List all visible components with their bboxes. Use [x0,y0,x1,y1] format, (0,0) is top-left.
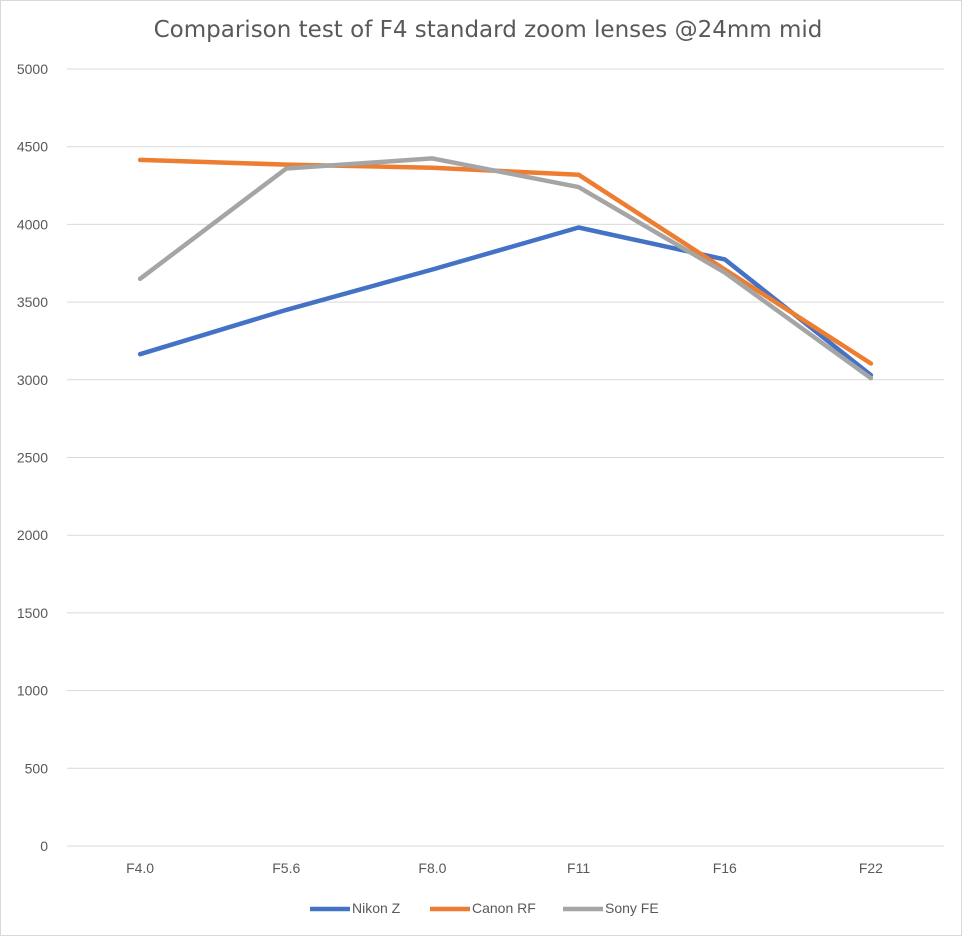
x-axis-ticks: F4.0 F5.6 F8.0 F11 F16 F22 [126,860,883,876]
series-line-sony-fe [137,156,874,381]
y-tick-label: 500 [25,760,49,776]
x-tick-label: F4.0 [126,860,154,876]
y-tick-label: 4500 [17,139,48,155]
y-axis-ticks: 0 500 1000 1500 2000 2500 3000 3500 4000 4500 5000 [17,61,48,854]
x-tick-label: F11 [567,860,590,876]
y-tick-label: 1500 [17,605,48,621]
chart-title: Comparison test of F4 standard zoom lens… [154,17,823,43]
y-tick-label: 5000 [17,61,48,77]
y-tick-label: 2500 [17,450,48,466]
series-lines [137,156,874,381]
legend-label: Nikon Z [352,900,401,916]
legend: Nikon Z Canon RF Sony FE [310,900,659,916]
x-tick-label: F8.0 [418,860,446,876]
y-tick-label: 3500 [17,294,48,310]
y-tick-label: 3000 [17,372,48,388]
y-tick-label: 1000 [17,683,48,699]
x-tick-label: F5.6 [272,860,300,876]
y-tick-label: 4000 [17,216,48,232]
y-tick-label: 0 [40,838,48,854]
series-line-canon-rf [137,157,874,366]
y-tick-label: 2000 [17,527,48,543]
x-tick-label: F22 [859,860,883,876]
series-line-nikon-z [137,225,874,378]
legend-label: Sony FE [605,900,659,916]
gridlines [67,68,944,847]
legend-label: Canon RF [472,900,536,916]
x-tick-label: F16 [713,860,737,876]
